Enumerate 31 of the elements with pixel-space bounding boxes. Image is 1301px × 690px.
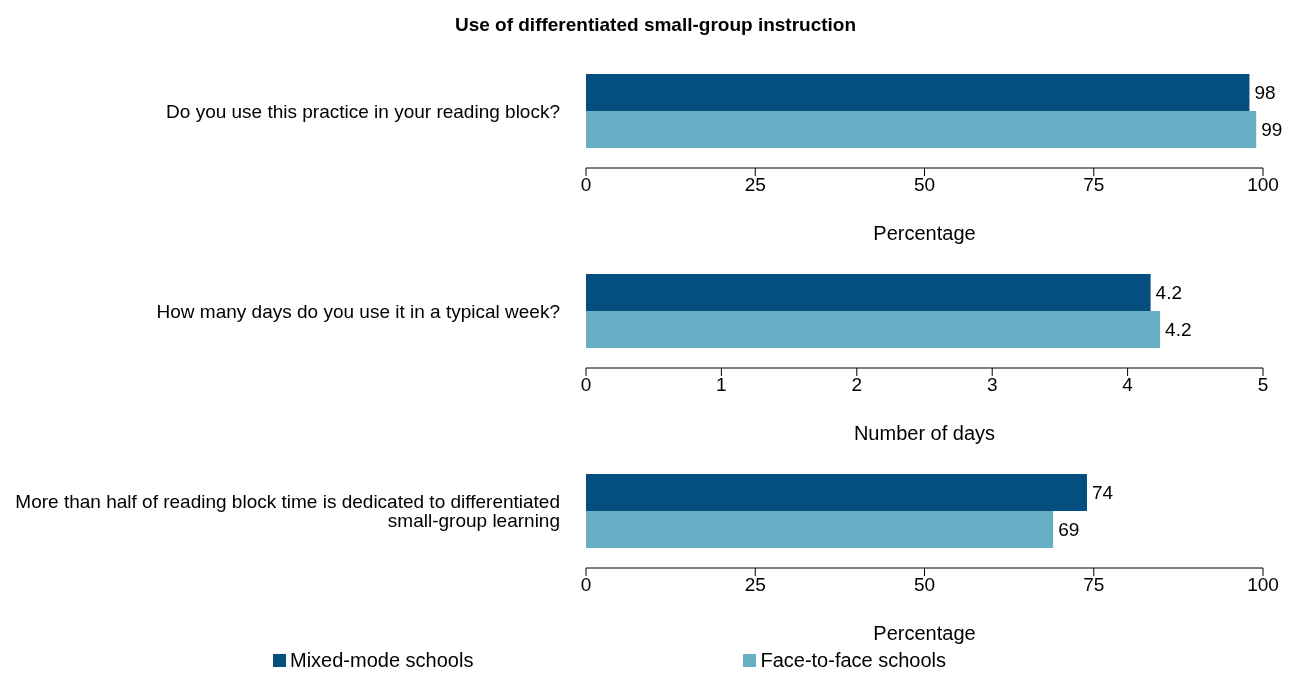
x-tick-label: 5 — [1257, 374, 1269, 396]
data-label: 4.2 — [1155, 282, 1183, 304]
x-tick-label: 0 — [580, 374, 592, 396]
x-tick-label: 3 — [986, 374, 998, 396]
data-label: 74 — [1091, 482, 1114, 504]
y-tick-label: More than half of reading block time is dedicated to differentiated small-group learning — [15, 491, 560, 532]
x-tick-label: 4 — [1122, 374, 1134, 396]
x-axis-title: Number of days — [853, 422, 996, 444]
x-tick-label: 100 — [1247, 174, 1279, 196]
x-tick-label: 50 — [913, 574, 936, 596]
chart-title: Use of differentiated small-group instruction — [453, 13, 858, 37]
legend-label: Face-to-face schools — [760, 648, 947, 672]
data-label: 98 — [1254, 82, 1276, 104]
x-tick-label: 100 — [1247, 574, 1279, 596]
data-label: 99 — [1261, 119, 1283, 141]
x-tick-label: 0 — [580, 574, 592, 596]
x-tick-label: 1 — [716, 374, 727, 396]
x-axis-title: Percentage — [873, 622, 976, 644]
x-tick-label: 75 — [1083, 574, 1105, 596]
data-label: 69 — [1058, 519, 1080, 541]
x-tick-label: 25 — [744, 574, 766, 596]
x-tick-label: 75 — [1083, 174, 1105, 196]
x-tick-label: 2 — [851, 374, 863, 396]
data-label: 4.2 — [1165, 319, 1192, 341]
x-axis-title: Percentage — [873, 222, 976, 244]
x-tick-label: 50 — [913, 174, 936, 196]
y-tick-label: Do you use this practice in your reading block? — [166, 100, 560, 122]
x-tick-label: 25 — [744, 174, 766, 196]
legend-label: Mixed-mode schools — [290, 648, 474, 672]
x-tick-label: 0 — [580, 174, 592, 196]
y-tick-label: How many days do you use it in a typical week? — [156, 300, 560, 322]
